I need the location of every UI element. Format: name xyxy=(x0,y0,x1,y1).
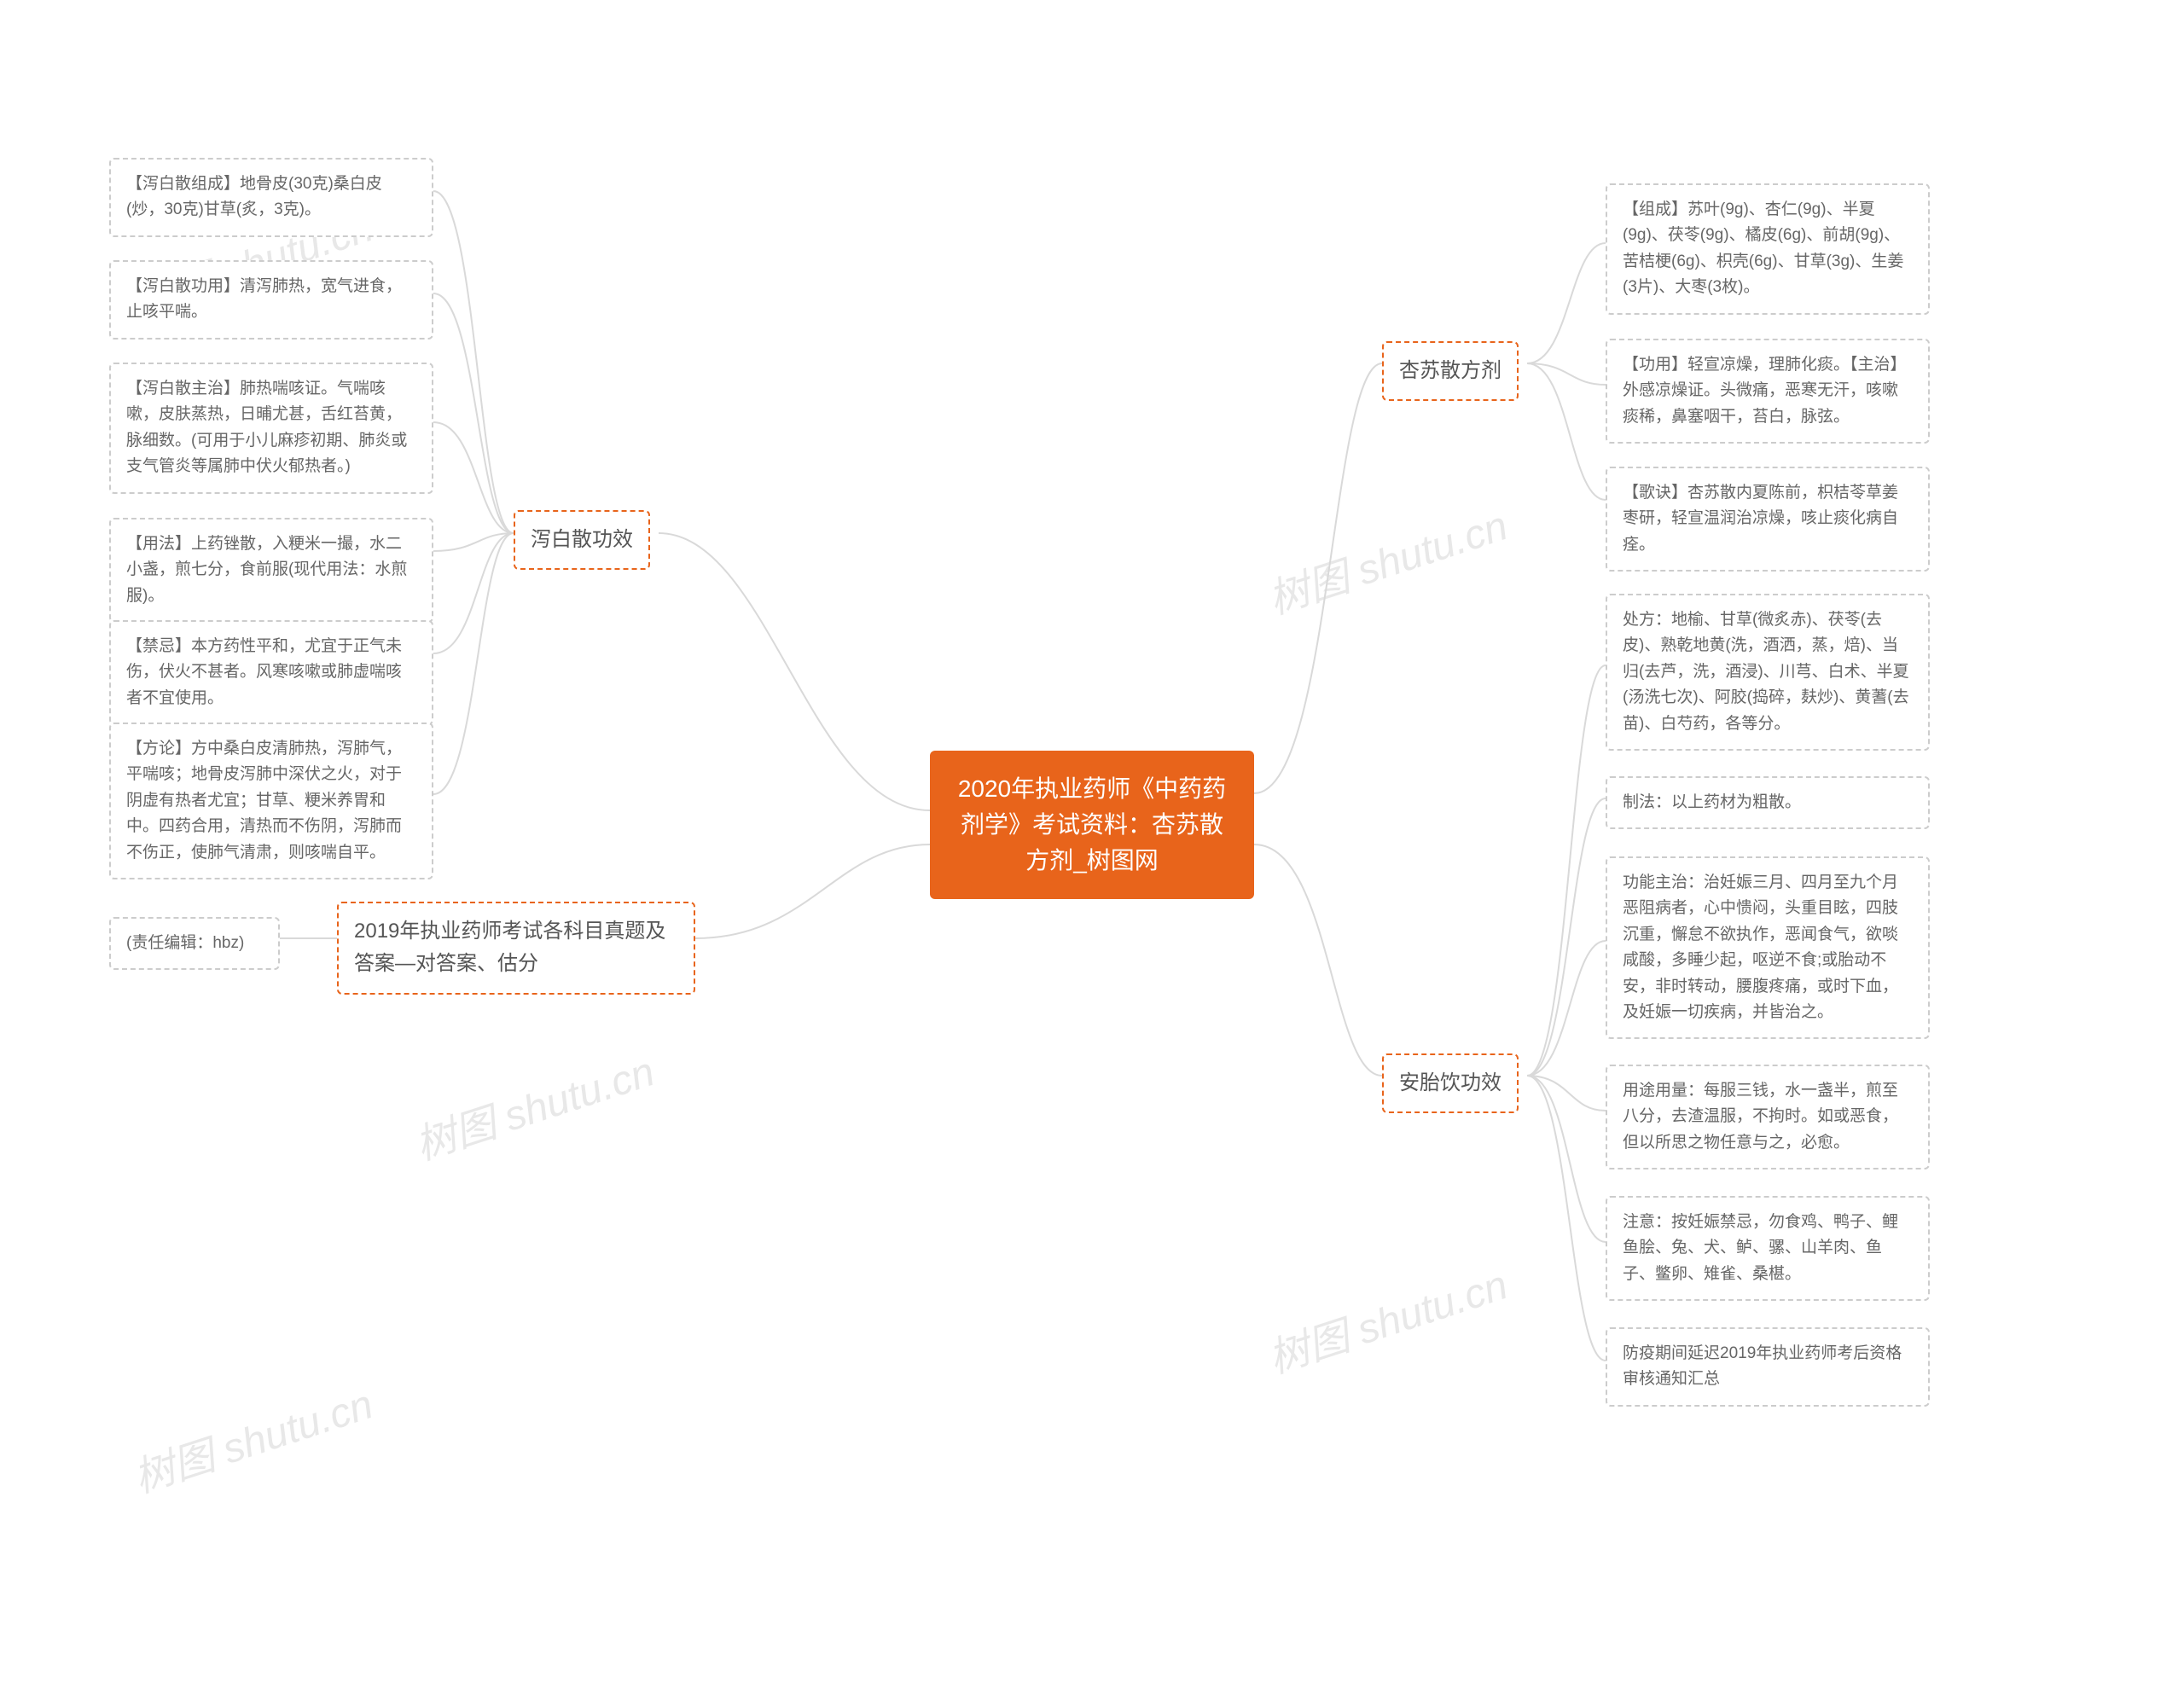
leaf-node[interactable]: 【泻白散主治】肺热喘咳证。气喘咳嗽，皮肤蒸热，日晡尤甚，舌红苔黄，脉细数。(可用… xyxy=(109,363,433,494)
leaf-node[interactable]: 注意：按妊娠禁忌，勿食鸡、鸭子、鲤鱼脍、兔、犬、鲈、骡、山羊肉、鱼子、鳖卵、雉雀… xyxy=(1606,1196,1930,1301)
branch-xiebai[interactable]: 泻白散功效 xyxy=(514,510,650,570)
leaf-node[interactable]: 制法：以上药材为粗散。 xyxy=(1606,776,1930,829)
mindmap-canvas: 树图 shutu.cn 树图 shutu.cn 树图 shutu.cn 树图 s… xyxy=(0,0,2184,1683)
watermark: 树图 shutu.cn xyxy=(406,1038,660,1171)
leaf-node[interactable]: 【组成】苏叶(9g)、杏仁(9g)、半夏(9g)、茯苓(9g)、橘皮(6g)、前… xyxy=(1606,183,1930,315)
leaf-node[interactable]: 【功用】轻宣凉燥，理肺化痰。【主治】外感凉燥证。头微痛，恶寒无汗，咳嗽痰稀，鼻塞… xyxy=(1606,339,1930,444)
leaf-node[interactable]: 【用法】上药锉散，入粳米一撮，水二小盏，煎七分，食前服(现代用法：水煎服)。 xyxy=(109,518,433,623)
leaf-node[interactable]: 【泻白散功用】清泻肺热，宽气进食，止咳平喘。 xyxy=(109,260,433,340)
leaf-node[interactable]: 【泻白散组成】地骨皮(30克)桑白皮(炒，30克)甘草(炙，3克)。 xyxy=(109,158,433,237)
leaf-node[interactable]: 【禁忌】本方药性平和，尤宜于正气未伤，伏火不甚者。风寒咳嗽或肺虚喘咳者不宜使用。 xyxy=(109,620,433,725)
leaf-node[interactable]: (责任编辑：hbz) xyxy=(109,917,280,970)
leaf-node[interactable]: 防疫期间延迟2019年执业药师考后资格审核通知汇总 xyxy=(1606,1327,1930,1407)
watermark: 树图 shutu.cn xyxy=(125,1371,379,1504)
watermark: 树图 shutu.cn xyxy=(1259,1251,1513,1384)
leaf-node[interactable]: 【歌诀】杏苏散内夏陈前，枳桔苓草姜枣研，轻宣温润治凉燥，咳止痰化病自痊。 xyxy=(1606,467,1930,572)
root-node[interactable]: 2020年执业药师《中药药剂学》考试资料：杏苏散方剂_树图网 xyxy=(930,751,1254,899)
branch-antai[interactable]: 安胎饮功效 xyxy=(1382,1053,1519,1113)
leaf-node[interactable]: 处方：地榆、甘草(微炙赤)、茯苓(去皮)、熟乾地黄(洗，酒洒，蒸，焙)、当归(去… xyxy=(1606,594,1930,751)
watermark: 树图 shutu.cn xyxy=(1259,492,1513,625)
leaf-node[interactable]: 用途用量：每服三钱，水一盏半，煎至八分，去渣温服，不拘时。如或恶食，但以所思之物… xyxy=(1606,1065,1930,1169)
branch-exam2019[interactable]: 2019年执业药师考试各科目真题及答案―对答案、估分 xyxy=(337,902,695,995)
branch-xingsu[interactable]: 杏苏散方剂 xyxy=(1382,341,1519,401)
leaf-node[interactable]: 【方论】方中桑白皮清肺热，泻肺气，平喘咳；地骨皮泻肺中深伏之火，对于阴虚有热者尤… xyxy=(109,723,433,879)
leaf-node[interactable]: 功能主治：治妊娠三月、四月至九个月恶阻病者，心中愦闷，头重目眩，四肢沉重，懈怠不… xyxy=(1606,856,1930,1039)
